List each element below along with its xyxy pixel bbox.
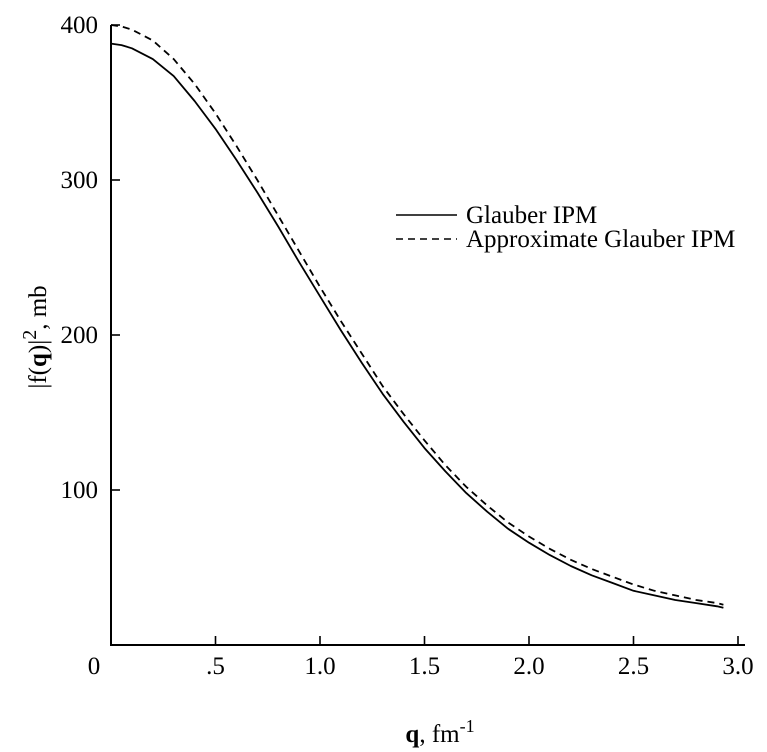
y-axis-label-mid: )| xyxy=(25,340,52,353)
x-axis-label: q, fm-1 xyxy=(405,716,474,748)
legend: Glauber IPM Approximate Glauber IPM xyxy=(396,202,735,253)
y-axis-label-bold: q xyxy=(25,353,52,367)
x-tick-label: 1.5 xyxy=(409,653,440,680)
y-tick-label: 400 xyxy=(61,12,99,39)
series-layer xyxy=(111,25,723,608)
x-axis-label-unit: , fm xyxy=(419,721,460,748)
y-axis-label-pre: |f( xyxy=(25,367,52,389)
legend-label-approximate: Approximate Glauber IPM xyxy=(466,226,735,253)
axes xyxy=(110,25,745,645)
x-axis-label-bold: q xyxy=(405,721,419,748)
y-axis-label: |f(q)|2, mb xyxy=(19,285,52,388)
x-axis-label-exponent: -1 xyxy=(460,716,475,736)
x-tick-label: .5 xyxy=(206,653,225,680)
x-tick-label: 2.5 xyxy=(618,653,649,680)
y-tick-label: 100 xyxy=(61,477,99,504)
x-tick-label: 1.0 xyxy=(304,653,335,680)
legend-label-glauber: Glauber IPM xyxy=(466,202,597,229)
y-tick-label: 200 xyxy=(61,322,99,349)
y-axis-label-unit: , mb xyxy=(25,285,52,329)
x-tick-label: 3.0 xyxy=(722,653,753,680)
x-tick-label: 2.0 xyxy=(513,653,544,680)
series-line-glauber xyxy=(111,44,723,608)
y-tick-label: 300 xyxy=(61,167,99,194)
x-tick-label: 0 xyxy=(88,653,101,680)
ticks: 0 .5 1.0 1.5 2.0 2.5 3.0 100 200 300 400 xyxy=(61,12,754,680)
y-axis-label-exponent: 2 xyxy=(19,330,41,340)
